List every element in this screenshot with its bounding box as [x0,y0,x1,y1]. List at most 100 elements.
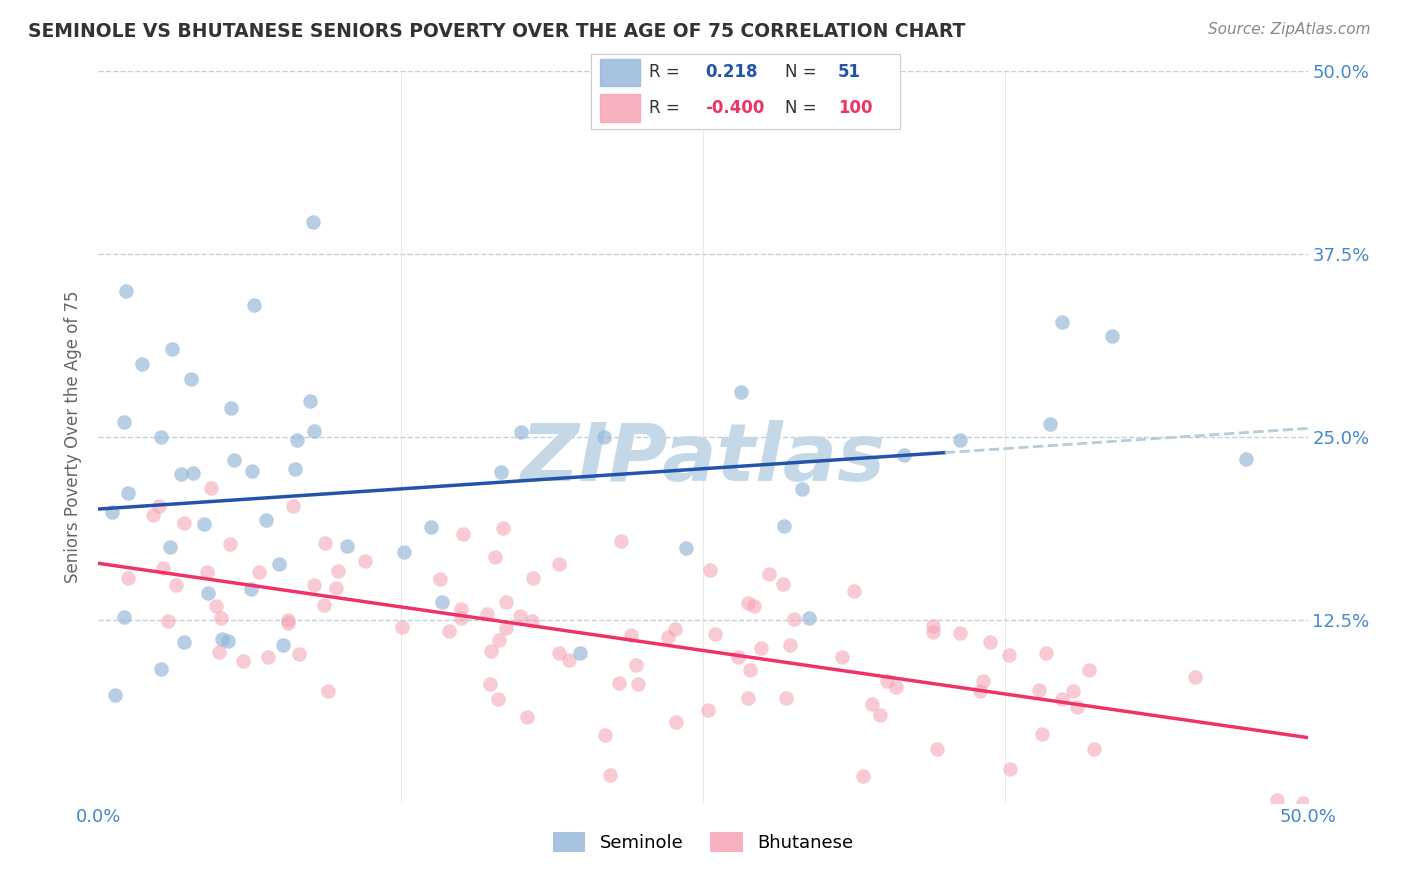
Point [742,599,765,614]
Point [627,677,650,691]
Point [437,624,460,638]
Point [727,650,749,665]
Text: R =: R = [650,63,681,81]
Point [152,561,174,575]
Point [451,526,474,541]
Point [626,658,648,673]
Point [790,483,813,497]
Point [298,394,321,409]
Point [775,690,797,705]
Point [620,628,643,642]
Point [193,516,215,531]
Legend: Seminole, Bhutanese: Seminole, Bhutanese [546,824,860,860]
Point [273,638,295,652]
Point [392,545,415,559]
Point [257,650,280,665]
Point [336,539,359,553]
Point [758,566,780,581]
Point [200,481,222,495]
Point [217,633,239,648]
Point [925,741,948,756]
Point [325,582,347,596]
Point [450,611,472,625]
Point [156,614,179,628]
Point [222,453,245,467]
Point [240,582,263,597]
Point [232,654,254,668]
Point [773,519,796,533]
Point [243,298,266,312]
Point [142,508,165,522]
Point [117,486,139,500]
Point [1035,646,1057,660]
Point [665,714,688,729]
Point [197,586,219,600]
Point [1083,742,1105,756]
Point [740,663,762,677]
Point [277,613,299,627]
Point [328,564,350,578]
Point [972,673,994,688]
Point [516,710,538,724]
Point [520,614,543,628]
Point [949,433,972,447]
Point [131,357,153,371]
Point [488,633,510,648]
Point [281,499,304,513]
Point [112,416,135,430]
Point [921,618,943,632]
Text: -0.400: -0.400 [704,99,765,117]
Point [247,565,270,579]
Point [949,625,972,640]
Point [181,466,204,480]
Point [211,632,233,647]
Bar [600,59,640,87]
Point [1050,692,1073,706]
Point [749,641,772,656]
Point [730,384,752,399]
Text: 51: 51 [838,63,860,81]
Point [209,611,232,625]
Point [195,565,218,579]
Point [548,558,571,572]
Point [478,677,501,691]
Point [1078,663,1101,677]
Point [664,622,686,636]
Point [180,371,202,385]
Point [302,578,325,592]
Text: 0.218: 0.218 [704,63,758,81]
Point [1265,793,1288,807]
Text: N =: N = [786,63,817,81]
Point [772,577,794,591]
Point [699,562,721,576]
Point [979,634,1001,648]
Point [1062,683,1084,698]
Point [495,622,517,636]
Point [1066,700,1088,714]
Point [852,769,875,783]
Point [430,595,453,609]
Point [893,448,915,462]
Point [391,619,413,633]
Y-axis label: Seniors Poverty Over the Age of 75: Seniors Poverty Over the Age of 75 [65,291,83,583]
Point [173,516,195,531]
Point [797,610,820,624]
Point [1039,417,1062,431]
Point [737,596,759,610]
Point [101,505,124,519]
Point [860,697,883,711]
Point [219,401,242,415]
Point [450,602,472,616]
Point [112,610,135,624]
Point [1028,682,1050,697]
Text: R =: R = [650,99,681,117]
Point [737,691,759,706]
Point [522,571,544,585]
Point [288,647,311,661]
Point [842,584,865,599]
Text: 100: 100 [838,99,873,117]
Point [779,638,801,652]
Point [969,684,991,698]
Point [998,762,1021,776]
Point [558,653,581,667]
